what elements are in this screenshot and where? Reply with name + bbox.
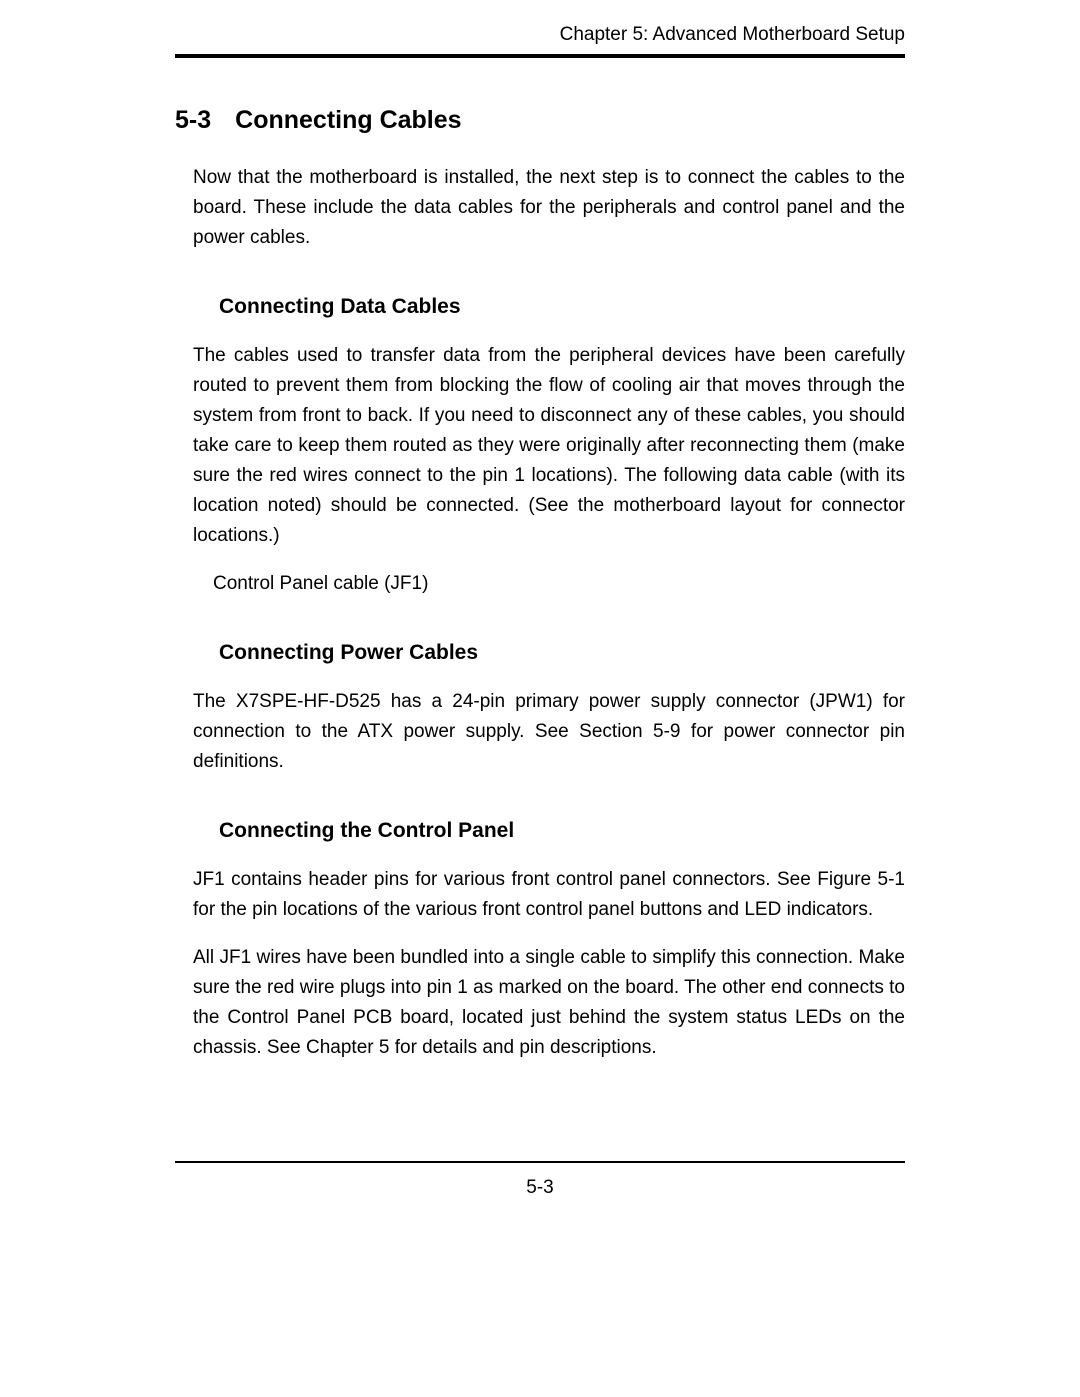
page-footer: 5-3 [175, 1161, 905, 1199]
subsection-title-control-panel: Connecting the Control Panel [219, 819, 905, 843]
section-intro-paragraph: Now that the motherboard is installed, t… [193, 163, 905, 253]
document-page: Chapter 5: Advanced Motherboard Setup 5-… [0, 0, 1080, 1063]
footer-rule [175, 1161, 905, 1163]
chapter-header: Chapter 5: Advanced Motherboard Setup [175, 24, 905, 46]
header-rule [175, 54, 905, 58]
data-cable-item: Control Panel cable (JF1) [213, 569, 905, 599]
subsection-title-data-cables: Connecting Data Cables [219, 295, 905, 319]
subsection-body-power-cables: The X7SPE-HF-D525 has a 24-pin primary p… [193, 687, 905, 777]
page-number: 5-3 [175, 1177, 905, 1199]
subsection-body-control-panel-1: JF1 contains header pins for various fro… [193, 865, 905, 925]
section-title-text: Connecting Cables [235, 106, 461, 134]
subsection-title-power-cables: Connecting Power Cables [219, 641, 905, 665]
subsection-body-data-cables: The cables used to transfer data from th… [193, 341, 905, 551]
section-number: 5-3 [175, 106, 211, 135]
subsection-body-control-panel-2: All JF1 wires have been bundled into a s… [193, 943, 905, 1063]
section-title: 5-3 Connecting Cables [175, 106, 905, 135]
